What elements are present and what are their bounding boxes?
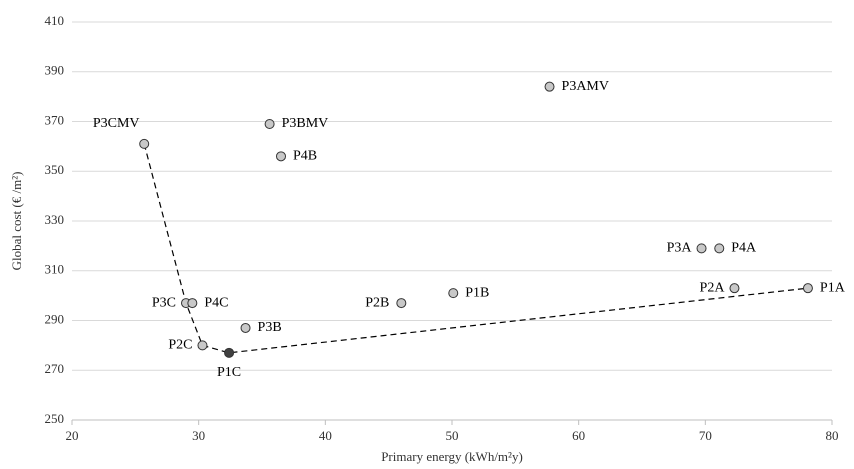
x-axis-label: Primary energy (kWh/m²y) (381, 449, 523, 464)
y-tick-label: 290 (45, 311, 65, 326)
point (187, 298, 198, 309)
point (544, 81, 555, 92)
x-tick-label: 70 (699, 428, 712, 443)
point-label: P4C (204, 295, 228, 310)
y-tick-label: 270 (45, 361, 65, 376)
point (696, 243, 707, 254)
point-label: P3BMV (282, 116, 329, 131)
point (802, 283, 813, 294)
point (714, 243, 725, 254)
point (448, 288, 459, 299)
x-tick-label: 30 (192, 428, 205, 443)
y-tick-label: 330 (45, 212, 65, 227)
x-tick-label: 20 (66, 428, 79, 443)
y-tick-label: 310 (45, 262, 65, 277)
point-label: P4A (731, 241, 757, 256)
y-axis-label: Global cost (€ /m²) (9, 172, 24, 271)
point-label: P3B (258, 320, 282, 335)
point-label: P3C (152, 295, 176, 310)
point-label: P1B (465, 285, 489, 300)
y-tick-label: 350 (45, 162, 65, 177)
x-tick-label: 40 (319, 428, 332, 443)
x-tick-label: 50 (446, 428, 459, 443)
y-tick-label: 250 (45, 411, 65, 426)
point (240, 322, 251, 333)
point-label: P2B (365, 295, 389, 310)
point-label: P3A (667, 241, 693, 256)
point (396, 298, 407, 309)
y-tick-label: 370 (45, 112, 65, 127)
point (197, 340, 208, 351)
point (729, 283, 740, 294)
pareto-front (143, 143, 808, 354)
point (139, 138, 150, 149)
point-label: P1A (820, 280, 846, 295)
point-label: P2C (168, 338, 192, 353)
point (264, 118, 275, 129)
point (276, 151, 286, 162)
point-label: P3CMV (93, 116, 140, 131)
point (224, 347, 235, 358)
y-tick-label: 390 (45, 63, 65, 78)
x-tick-label: 80 (826, 428, 839, 443)
point-label: P1C (217, 365, 241, 380)
point-label: P3AMV (562, 79, 609, 94)
point-label: P4B (293, 149, 317, 164)
y-tick-label: 410 (45, 13, 65, 28)
point-label: P2A (700, 280, 726, 295)
x-tick-label: 60 (572, 428, 585, 443)
